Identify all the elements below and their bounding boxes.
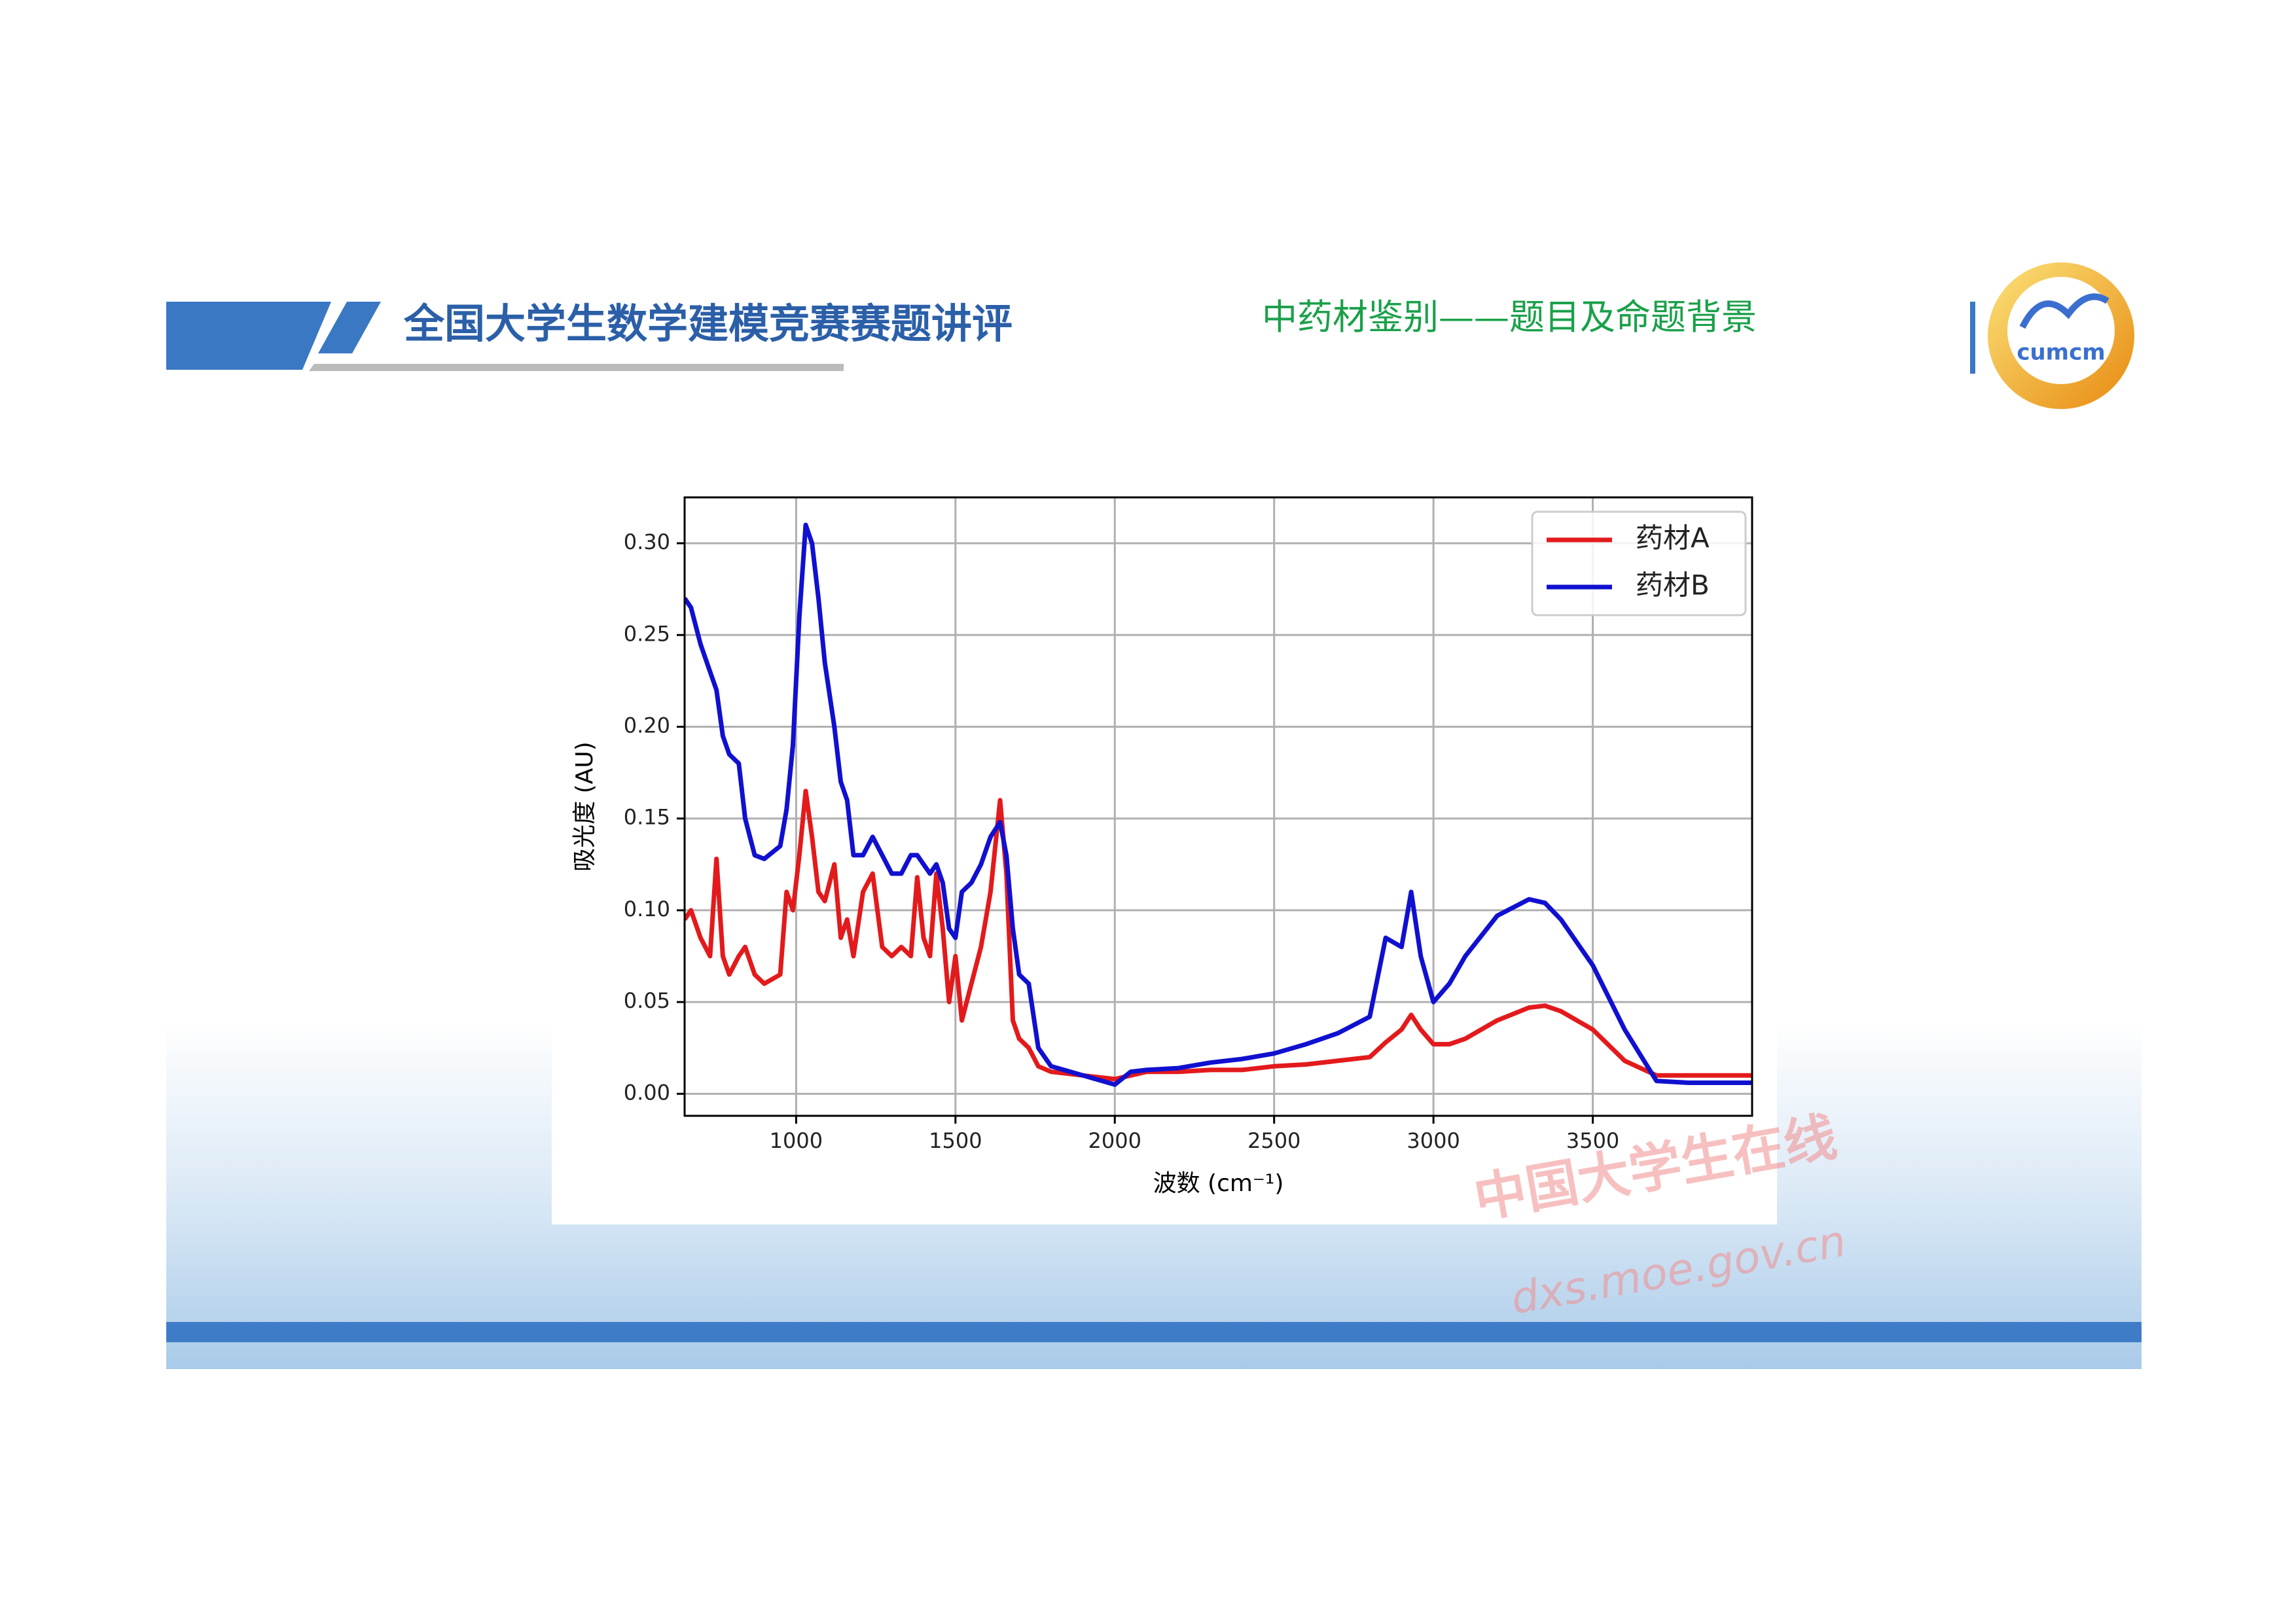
header-bar [166,302,331,370]
logo-divider [1970,302,1975,374]
plot-lines [685,522,1752,1087]
y-tick-label: 0.15 [624,805,670,830]
y-tick-label: 0.05 [624,988,670,1013]
header-slash [318,302,381,353]
y-tick-label: 0.00 [624,1080,670,1105]
y-axis-label: 吸光度 (AU) [571,741,598,872]
y-tick-label: 0.10 [624,897,670,921]
header-underline [309,364,844,371]
chart: 1000 1500 2000 2500 3000 3500 0.00 0.05 0.10 0.15… [571,496,1753,1197]
x-tick-label: 3000 [1407,1128,1460,1153]
legend-label: 药材A [1636,522,1710,554]
x-tick-label: 3500 [1566,1128,1619,1153]
x-tick-label: 1000 [770,1128,823,1153]
y-tick-label: 0.25 [624,621,670,646]
x-axis-label: 波数 (cm⁻¹) [1153,1170,1284,1197]
x-tick-label: 2500 [1247,1128,1300,1153]
footer-stripe [166,1322,2142,1342]
header-title: 全国大学生数学建模竞赛赛题讲评 [403,300,1013,348]
logo-swoosh [2019,293,2109,329]
y-tick-label: 0.30 [624,529,670,554]
header-subtitle: 中药材鉴别——题目及命题背景 [1262,296,1757,338]
logo-text: cumcm [2017,340,2105,366]
y-tick-label: 0.20 [624,713,670,738]
x-tick-label: 1500 [929,1128,982,1153]
legend-label: 药材B [1636,569,1710,601]
plot-frame [683,496,1753,1117]
logo-center [2007,277,2115,384]
x-tick-label: 2000 [1088,1128,1141,1153]
series-line [685,789,1752,1082]
series-line [685,522,1752,1087]
